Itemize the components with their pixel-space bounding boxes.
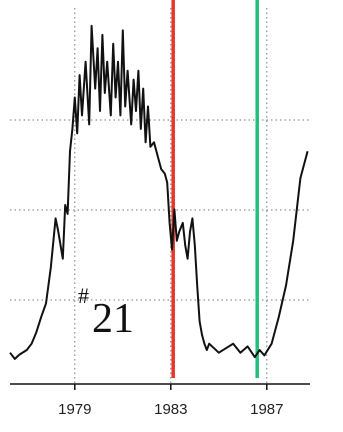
x-tick-label: 1979 bbox=[58, 401, 91, 418]
x-tick-label: 1983 bbox=[154, 401, 187, 418]
annotation-number: 21 bbox=[92, 296, 134, 342]
x-axis bbox=[10, 383, 310, 390]
grid bbox=[10, 8, 310, 384]
annotation-label: # 21 bbox=[78, 283, 134, 342]
x-tick-labels: 1979 1983 1987 bbox=[58, 401, 283, 418]
annotation-hash: # bbox=[78, 283, 89, 308]
marker-lines bbox=[171, 0, 259, 378]
series-line bbox=[9, 24, 309, 360]
x-tick-label: 1987 bbox=[250, 401, 283, 418]
